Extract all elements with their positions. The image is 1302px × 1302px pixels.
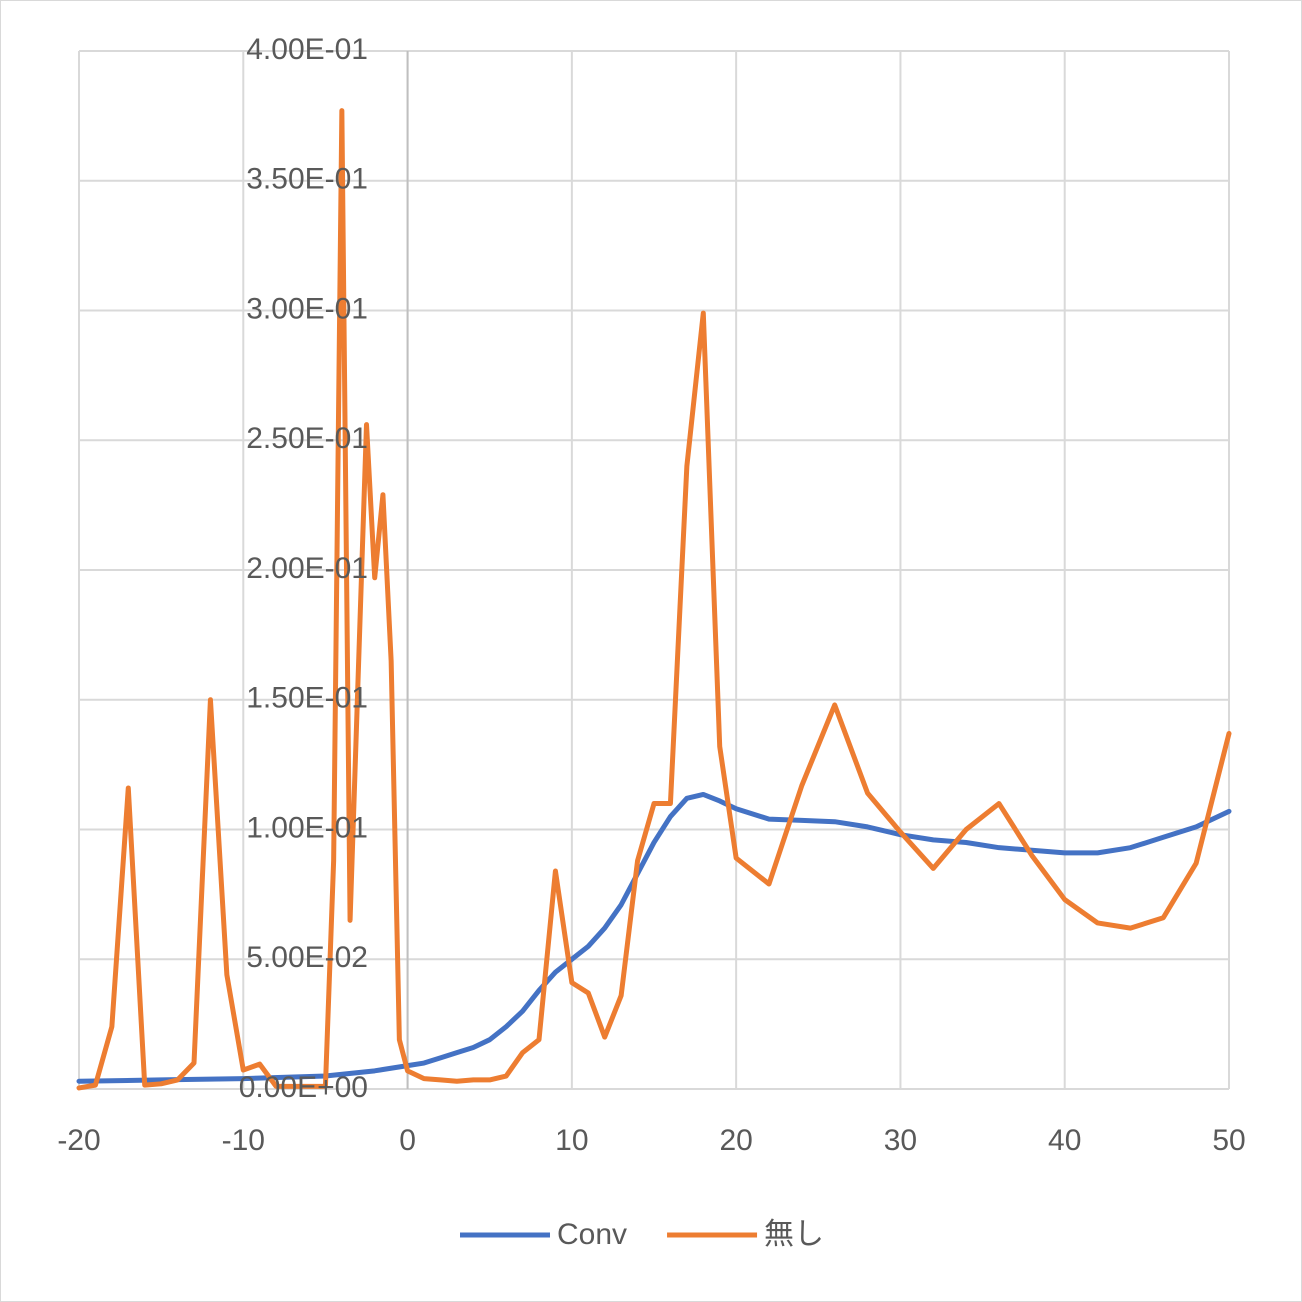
y-tick-label: 1.50E-01: [246, 682, 368, 715]
y-tick-label: 0.00E+00: [239, 1071, 368, 1104]
x-tick-label: 40: [1048, 1124, 1081, 1157]
y-tick-label: 3.00E-01: [246, 292, 368, 325]
x-tick-label: -10: [222, 1124, 265, 1157]
y-tick-label: 4.00E-01: [246, 33, 368, 66]
x-tick-label: 20: [719, 1124, 752, 1157]
x-tick-label: 0: [399, 1124, 416, 1157]
x-tick-label: 50: [1212, 1124, 1245, 1157]
x-tick-label: 10: [555, 1124, 588, 1157]
y-tick-label: 1.00E-01: [246, 811, 368, 844]
y-tick-label: 5.00E-02: [246, 941, 368, 974]
y-tick-label: 3.50E-01: [246, 163, 368, 196]
series-line: [76, 791, 1232, 1084]
y-tick-label: 2.50E-01: [246, 422, 368, 455]
x-tick-label: -20: [57, 1124, 100, 1157]
legend-label: Conv: [557, 1218, 627, 1251]
y-tick-label: 2.00E-01: [246, 552, 368, 585]
legend-label: 無し: [764, 1218, 824, 1251]
series-line: [76, 108, 1232, 1091]
x-tick-label: 30: [884, 1124, 917, 1157]
